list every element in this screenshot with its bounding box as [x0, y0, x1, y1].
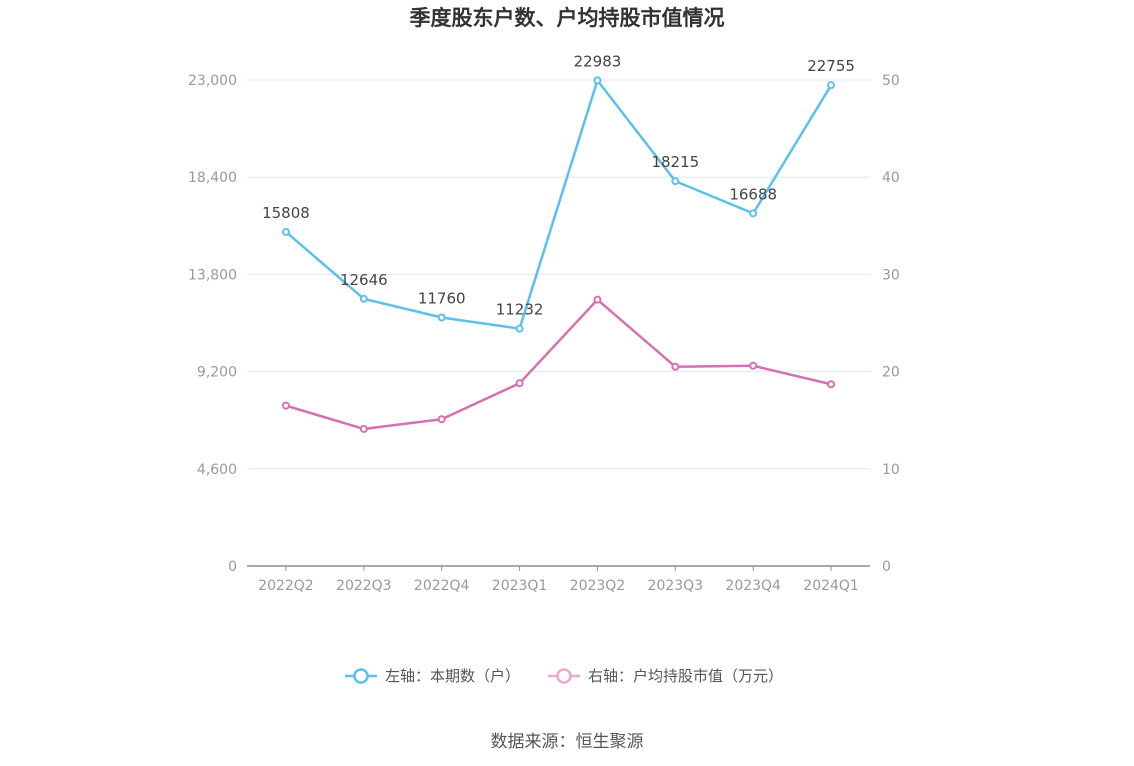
data-label: 18215 — [651, 153, 699, 171]
left-tick-label: 4,600 — [197, 462, 237, 478]
series-2-point[interactable] — [281, 401, 290, 410]
legend-label: 右轴：户均持股市值（万元） — [588, 667, 783, 685]
series-line-1 — [285, 79, 833, 330]
series-1-point[interactable] — [671, 177, 680, 186]
legend-item-2[interactable]: 右轴：户均持股市值（万元） — [548, 667, 783, 685]
x-axis: 2022Q2 2022Q3 2022Q4 2023Q1 2023Q2 2023Q3 2023… — [247, 565, 870, 594]
series-2-point[interactable] — [671, 362, 680, 371]
left-tick-label: 23,000 — [188, 73, 237, 89]
legend-swatch-circle — [556, 668, 572, 684]
data-label: 16688 — [729, 185, 777, 203]
left-tick-label: 0 — [228, 559, 237, 575]
series-layer — [281, 76, 836, 433]
data-labels: 15808 12646 11760 11232 22983 18215 16688 22755 — [262, 52, 855, 318]
legend-swatch-circle — [353, 668, 369, 684]
legend-label: 左轴：本期数（户） — [385, 667, 520, 685]
data-label: 22983 — [574, 52, 622, 70]
series-2-point[interactable] — [593, 295, 602, 304]
x-tick-label: 2023Q2 — [570, 578, 626, 594]
right-tick-label: 10 — [882, 462, 900, 478]
grid-lines — [247, 79, 870, 470]
right-axis-ticks: 0 10 20 30 40 50 — [882, 73, 900, 575]
series-1-point[interactable] — [827, 81, 836, 90]
series-2-point[interactable] — [827, 380, 836, 389]
legend-item-1[interactable]: 左轴：本期数（户） — [345, 667, 520, 685]
x-tick-label: 2022Q2 — [258, 578, 314, 594]
legend[interactable]: 左轴：本期数（户） 右轴：户均持股市值（万元） — [345, 667, 783, 685]
right-tick-label: 30 — [882, 267, 900, 283]
left-tick-label: 18,400 — [188, 170, 237, 186]
series-line-2 — [285, 298, 832, 431]
left-tick-label: 9,200 — [197, 365, 237, 381]
right-tick-label: 0 — [882, 559, 891, 575]
data-label: 11760 — [418, 290, 466, 308]
series-2-point[interactable] — [359, 424, 368, 433]
series-1-point[interactable] — [593, 76, 602, 85]
series-2-point[interactable] — [515, 379, 524, 388]
series-1-point[interactable] — [515, 324, 524, 333]
right-tick-label: 40 — [882, 170, 900, 186]
right-tick-label: 20 — [882, 365, 900, 381]
data-label: 15808 — [262, 204, 310, 222]
right-tick-label: 50 — [882, 73, 900, 89]
series-1-point[interactable] — [281, 227, 290, 236]
x-tick-label: 2022Q4 — [414, 578, 470, 594]
x-tick-label: 2023Q1 — [492, 578, 548, 594]
left-axis-ticks: 0 4,600 9,200 13,800 18,400 23,000 — [188, 73, 237, 575]
series-1-point[interactable] — [359, 294, 368, 303]
data-label: 22755 — [807, 57, 855, 75]
x-tick-label: 2023Q3 — [648, 578, 704, 594]
series-1-point[interactable] — [437, 313, 446, 322]
series-1-point[interactable] — [749, 209, 758, 218]
data-source: 数据来源：恒生聚源 — [491, 732, 644, 752]
x-tick-label: 2024Q1 — [803, 578, 859, 594]
series-2-point[interactable] — [749, 361, 758, 370]
x-tick-label: 2023Q4 — [725, 578, 781, 594]
series-2-point[interactable] — [437, 415, 446, 424]
x-tick-label: 2022Q3 — [336, 578, 392, 594]
data-label: 11232 — [496, 301, 544, 319]
left-tick-label: 13,800 — [188, 267, 237, 283]
chart-title: 季度股东户数、户均持股市值情况 — [410, 6, 725, 30]
data-label: 12646 — [340, 271, 388, 289]
